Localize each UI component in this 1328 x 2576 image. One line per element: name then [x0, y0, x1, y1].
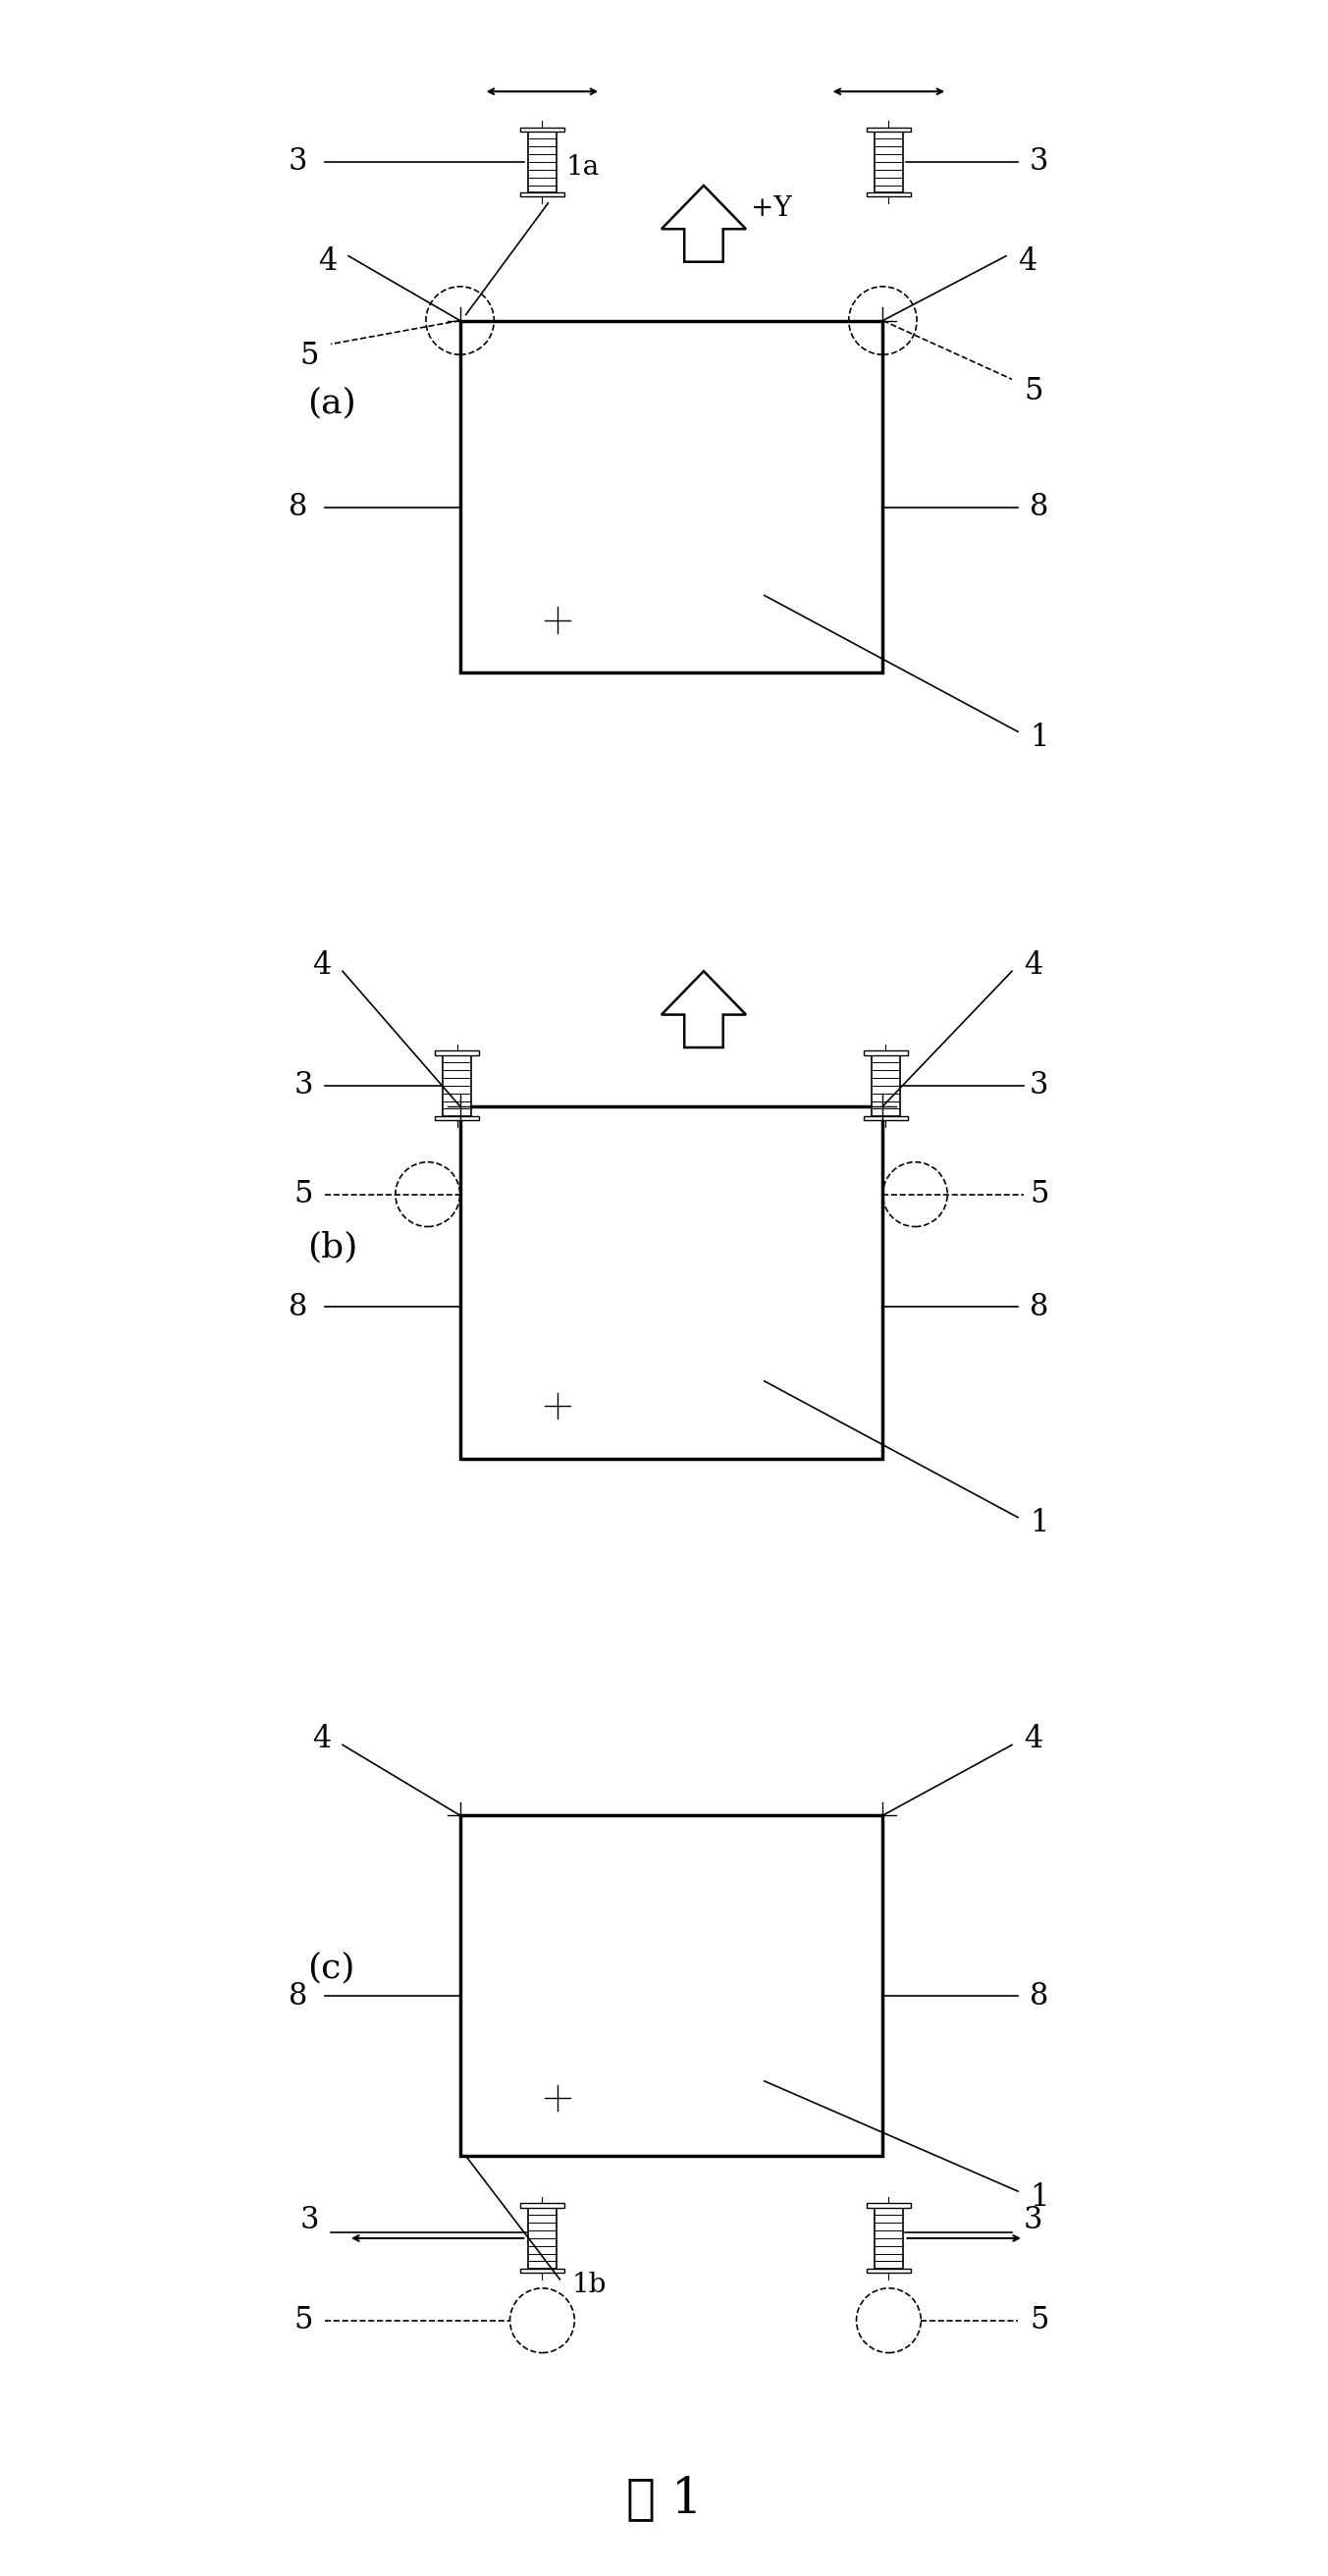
Bar: [867, 126, 911, 131]
Bar: [865, 1115, 907, 1121]
Bar: [867, 193, 911, 196]
Text: 8: 8: [288, 492, 307, 523]
Bar: [459, 319, 883, 672]
Text: (b): (b): [307, 1231, 357, 1265]
Bar: [875, 2208, 903, 2269]
Bar: [444, 1054, 471, 1115]
Bar: [459, 1816, 883, 2156]
Text: +Y: +Y: [750, 196, 791, 222]
Bar: [865, 1051, 907, 1054]
Text: 1: 1: [1029, 721, 1049, 752]
Bar: [521, 193, 564, 196]
Text: 5: 5: [293, 2306, 313, 2336]
Text: 5: 5: [1024, 376, 1042, 407]
Text: 3: 3: [1029, 147, 1049, 178]
Bar: [875, 131, 903, 193]
Text: 5: 5: [300, 340, 319, 371]
Bar: [867, 2202, 911, 2208]
Text: 4: 4: [1024, 951, 1042, 981]
Text: 3: 3: [1029, 1072, 1049, 1100]
Bar: [529, 131, 556, 193]
Text: 1: 1: [1029, 1507, 1049, 1538]
Bar: [436, 1115, 479, 1121]
Polygon shape: [661, 971, 746, 1048]
Bar: [521, 2202, 564, 2208]
Text: 3: 3: [288, 147, 307, 178]
Text: 4: 4: [1024, 1723, 1042, 1754]
Bar: [867, 2269, 911, 2272]
Bar: [529, 2208, 556, 2269]
Text: 4: 4: [312, 951, 331, 981]
Bar: [436, 1051, 479, 1054]
Text: 4: 4: [1017, 247, 1037, 278]
Bar: [459, 1105, 883, 1458]
Text: 5: 5: [293, 1180, 313, 1211]
Text: 3: 3: [1024, 2205, 1042, 2236]
Text: 1: 1: [1029, 2182, 1049, 2213]
Text: 1a: 1a: [566, 155, 599, 180]
Text: 3: 3: [293, 1072, 313, 1100]
Text: 8: 8: [1029, 1981, 1049, 2012]
Text: 8: 8: [1029, 492, 1049, 523]
Bar: [871, 1054, 900, 1115]
Text: 8: 8: [1029, 1293, 1049, 1321]
Text: 1b: 1b: [571, 2272, 607, 2298]
Bar: [521, 2269, 564, 2272]
Polygon shape: [661, 185, 746, 263]
Text: 3: 3: [300, 2205, 319, 2236]
Text: 8: 8: [288, 1981, 307, 2012]
Bar: [521, 126, 564, 131]
Text: 5: 5: [1029, 2306, 1049, 2336]
Text: 8: 8: [288, 1293, 307, 1321]
Text: 4: 4: [317, 247, 337, 278]
Text: (a): (a): [307, 386, 356, 420]
Text: 图 1: 图 1: [625, 2476, 703, 2522]
Text: (c): (c): [307, 1953, 355, 1984]
Text: 4: 4: [312, 1723, 331, 1754]
Text: 5: 5: [1029, 1180, 1049, 1211]
